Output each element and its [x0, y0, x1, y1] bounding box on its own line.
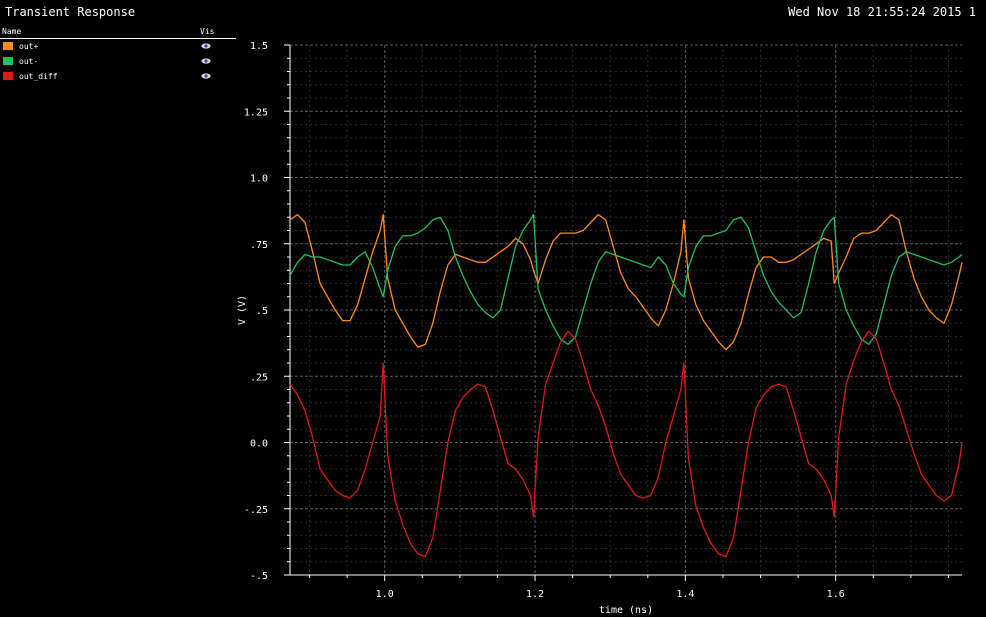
timestamp: Wed Nov 18 21:55:24 2015 1: [788, 5, 976, 19]
visibility-eye-icon[interactable]: [201, 58, 211, 64]
legend-item-label: out-: [19, 57, 39, 66]
legend-name-header: Name: [2, 27, 22, 36]
legend-item-out-[interactable]: out-: [0, 54, 236, 69]
y-tick-label: 1.25: [244, 107, 268, 118]
legend-item-label: out_diff: [19, 72, 58, 81]
x-tick-label: 1.4: [676, 589, 694, 600]
legend-item-out_diff[interactable]: out_diff: [0, 69, 236, 84]
window-title: Transient Response: [5, 5, 136, 19]
legend-swatch: [3, 72, 13, 80]
y-tick-label: .25: [250, 372, 268, 383]
legend-header: Name Vis: [0, 26, 236, 39]
series-line-out+: [289, 213, 963, 351]
visibility-eye-icon[interactable]: [201, 43, 211, 49]
y-tick-label: .5: [256, 306, 268, 317]
visibility-eye-icon[interactable]: [201, 73, 211, 79]
y-tick-label: -.25: [244, 505, 268, 516]
y-tick-label: 1.0: [250, 174, 268, 185]
legend-item-label: out+: [19, 42, 39, 51]
x-tick-label: 1.6: [827, 589, 845, 600]
y-tick-label: .75: [250, 240, 268, 251]
y-tick-label: 1.5: [250, 41, 268, 52]
legend-swatch: [3, 57, 13, 65]
series-line-out-: [289, 213, 963, 346]
y-tick-label: -.5: [250, 571, 268, 582]
x-tick-label: 1.0: [376, 589, 394, 600]
y-tick-label: 0.0: [250, 439, 268, 450]
legend-vis-header: Vis: [200, 27, 215, 36]
legend-swatch: [3, 42, 13, 50]
legend-item-out+[interactable]: out+: [0, 39, 236, 54]
x-axis-label: time (ns): [599, 605, 653, 616]
x-tick-label: 1.2: [526, 589, 544, 600]
series-line-out_diff: [289, 330, 963, 558]
y-axis-label: V (V): [237, 295, 248, 325]
signal-legend: Name Vis out+ out-out_diff: [0, 26, 236, 84]
